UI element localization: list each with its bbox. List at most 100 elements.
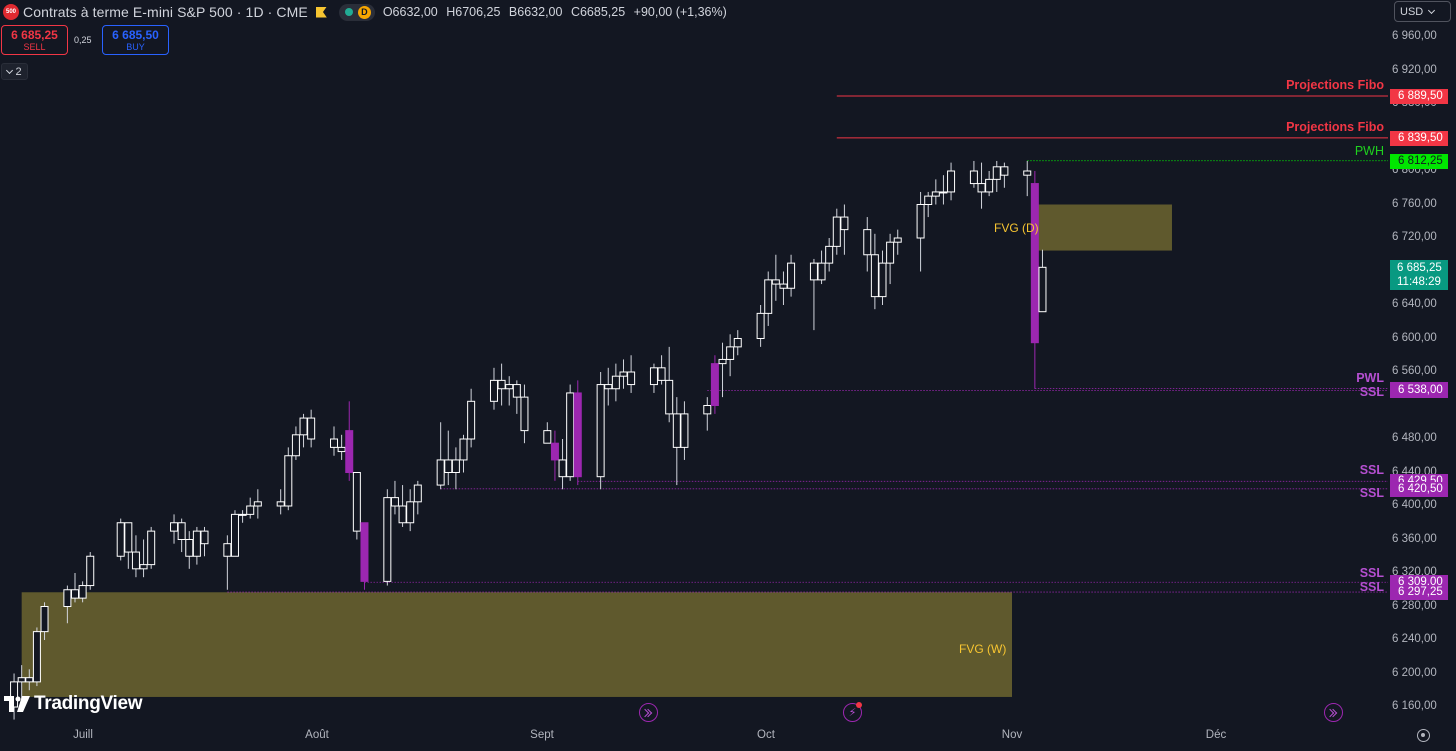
candle-body	[78, 585, 87, 599]
candle-body	[947, 170, 956, 193]
flag-icon[interactable]	[315, 6, 327, 18]
sell-label: SELL	[23, 42, 46, 52]
market-open-dot-icon	[344, 8, 353, 16]
time-tick-label: Oct	[757, 729, 775, 741]
price-tick-label: 6 320,00	[1392, 566, 1437, 578]
candle-body	[764, 279, 773, 314]
candle-body	[733, 338, 742, 348]
change-value: +90,00 (+1,36%)	[633, 5, 727, 19]
candle-body	[787, 262, 796, 289]
sell-button[interactable]: 6 685,25 SELL	[1, 25, 68, 55]
candle-body	[604, 384, 613, 390]
candle-body	[985, 178, 994, 193]
candle-body	[32, 631, 41, 683]
fvg-zone	[1034, 204, 1172, 251]
open-label: O	[382, 5, 393, 19]
economic-event-icon[interactable]	[639, 703, 658, 722]
candle-body	[977, 183, 986, 193]
candle-body	[390, 497, 399, 507]
candle-body	[253, 501, 262, 507]
candle-body	[627, 371, 636, 386]
price-tick-label: 6 760,00	[1392, 197, 1437, 210]
price-tick-label: 6 920,00	[1392, 63, 1437, 76]
price-tick-label: 6 200,00	[1392, 666, 1437, 679]
currency-select[interactable]: USD	[1394, 1, 1451, 22]
candle-body	[299, 417, 308, 436]
high-label: H	[446, 5, 456, 19]
indicators-toggle-button[interactable]: 2	[1, 63, 28, 80]
candle-body	[25, 677, 34, 683]
time-tick-label: Août	[305, 729, 329, 741]
indicators-count: 2	[15, 65, 22, 78]
candle-body	[337, 446, 346, 453]
fvg-zone	[21, 592, 1012, 697]
chevron-down-icon	[6, 66, 14, 74]
candle-body	[703, 405, 712, 415]
candle-body	[116, 522, 125, 557]
price-tick-label: 6 480,00	[1392, 432, 1437, 444]
tradingview-logo[interactable]: TradingView	[4, 693, 143, 715]
dividend-event-icon[interactable]: ⚡	[843, 703, 862, 722]
price-tick-label: 6 600,00	[1392, 331, 1437, 344]
level-price-tag: 6 538,00	[1390, 383, 1448, 399]
candle-body	[139, 564, 148, 570]
low-label: B	[508, 5, 518, 19]
candle-body	[444, 459, 453, 473]
buy-label: BUY	[126, 42, 145, 52]
candle-body	[383, 497, 392, 582]
candle-body	[360, 522, 369, 582]
candle-body	[238, 513, 247, 516]
candle-body	[330, 438, 339, 448]
candle-body	[284, 455, 293, 507]
candle-body	[726, 346, 735, 360]
lightning-icon: ⚡	[848, 707, 857, 719]
candle-body	[832, 216, 841, 247]
candle-body	[10, 681, 19, 708]
chart-header: 500 Contrats à terme E-mini S&P 500 · 1D…	[0, 0, 727, 24]
market-status[interactable]: D	[338, 3, 375, 21]
candle-body	[779, 283, 788, 289]
future-event-icon[interactable]	[1324, 703, 1343, 722]
time-tick-label: Nov	[1001, 729, 1023, 741]
time-tick-label: Déc	[1205, 729, 1227, 741]
price-tick-label: 6 640,00	[1392, 298, 1437, 310]
candle-body	[124, 522, 133, 553]
candle-body	[809, 262, 818, 281]
price-tick-label: 6 400,00	[1392, 499, 1437, 511]
level-label: Projections Fibo	[1286, 78, 1384, 93]
settings-gear-icon[interactable]	[1417, 729, 1430, 742]
candle-body	[710, 363, 719, 406]
price-tick-label: 6 960,00	[1392, 30, 1437, 42]
candle-body	[878, 262, 887, 298]
candle-body	[398, 505, 407, 524]
candle-body	[680, 413, 689, 448]
candle-body	[520, 396, 529, 432]
fvg-weekly-label: FVG (W)	[959, 642, 1007, 656]
candle-body	[291, 434, 300, 457]
currency-value: USD	[1400, 5, 1424, 18]
candle-body	[223, 543, 232, 557]
symbol-logo-icon[interactable]: 500	[3, 4, 19, 20]
candle-body	[665, 379, 674, 415]
candle-body	[246, 505, 255, 515]
candle-body	[566, 392, 575, 478]
level-price-tag: 6 812,25	[1390, 153, 1448, 169]
candle-body	[1038, 266, 1047, 313]
level-label: SSL	[1359, 463, 1384, 478]
symbol-title[interactable]: Contrats à terme E-mini S&P 500 · 1D · C…	[23, 4, 308, 20]
candle-body	[413, 484, 422, 503]
level-price-tag: 6 297,25	[1390, 585, 1448, 601]
candle-body	[505, 384, 514, 390]
candle-body	[916, 204, 925, 239]
time-tick-label: Juill	[73, 729, 93, 741]
candle-body	[756, 312, 765, 339]
level-label: SSL	[1359, 566, 1384, 581]
candle-body	[649, 367, 658, 386]
candle-body	[558, 459, 567, 478]
close-label: C	[570, 5, 580, 19]
buy-button[interactable]: 6 685,50 BUY	[102, 25, 169, 55]
candle-body	[40, 606, 49, 633]
candle-body	[185, 539, 194, 557]
candle-body	[131, 551, 140, 570]
